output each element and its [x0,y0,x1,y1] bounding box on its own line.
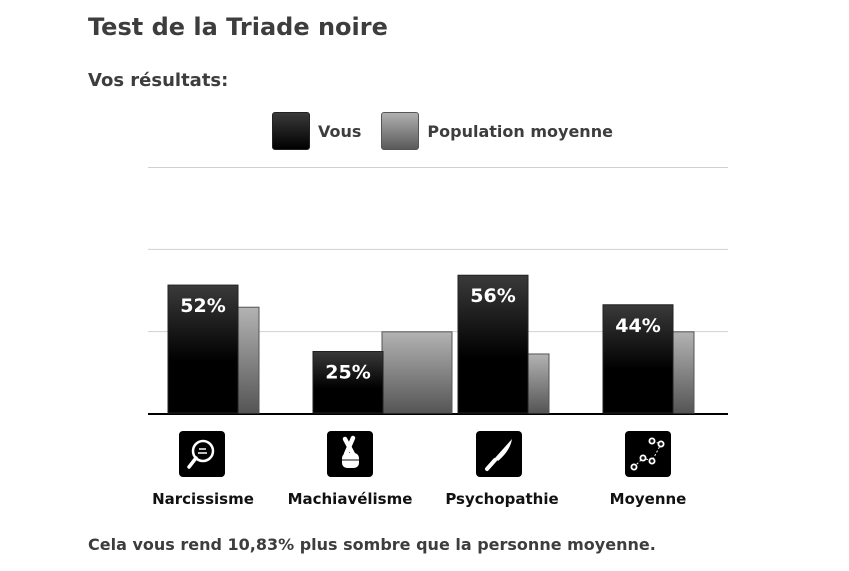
legend-label-population: Population moyenne [427,121,613,141]
legend-item-population: Population moyenne [381,112,613,150]
bar-you-0 [167,284,239,414]
bar-label-you-0: 52% [180,295,225,317]
category-label-0: Narcissisme [152,490,254,508]
bar-chart: 52% 25% 56% 44% Narcissisme Machiavélisme Psy… [148,167,728,508]
page-title: Test de la Triade noire [88,13,388,41]
result-summary: Cela vous rend 10,83% plus sombre que la… [88,535,656,554]
bar-you-2 [457,274,529,414]
bar-population-3 [671,331,695,414]
hand-mirror-icon [179,431,225,477]
category-label-2: Psychopathie [445,490,558,508]
bar-you-1 [312,351,384,414]
bar-label-you-1: 25% [325,362,370,384]
legend-item-you: Vous [272,112,361,150]
bar-label-you-2: 56% [470,285,515,307]
chart-legend: Vous Population moyenne [272,112,633,150]
bar-population-2 [526,353,550,414]
legend-swatch-population [381,112,420,150]
category-label-3: Moyenne [610,490,687,508]
bar-label-you-3: 44% [615,315,660,337]
knife-icon [476,431,522,477]
bar-population-1 [381,331,453,414]
scatter-line-icon [625,431,671,477]
results-subtitle: Vos résultats: [88,70,229,91]
legend-swatch-you [272,112,310,150]
crossed-fingers-icon [327,431,373,477]
bar-population-0 [236,306,260,414]
category-label-1: Machiavélisme [288,490,413,508]
legend-label-you: Vous [318,121,362,141]
bar-you-3 [602,304,674,414]
